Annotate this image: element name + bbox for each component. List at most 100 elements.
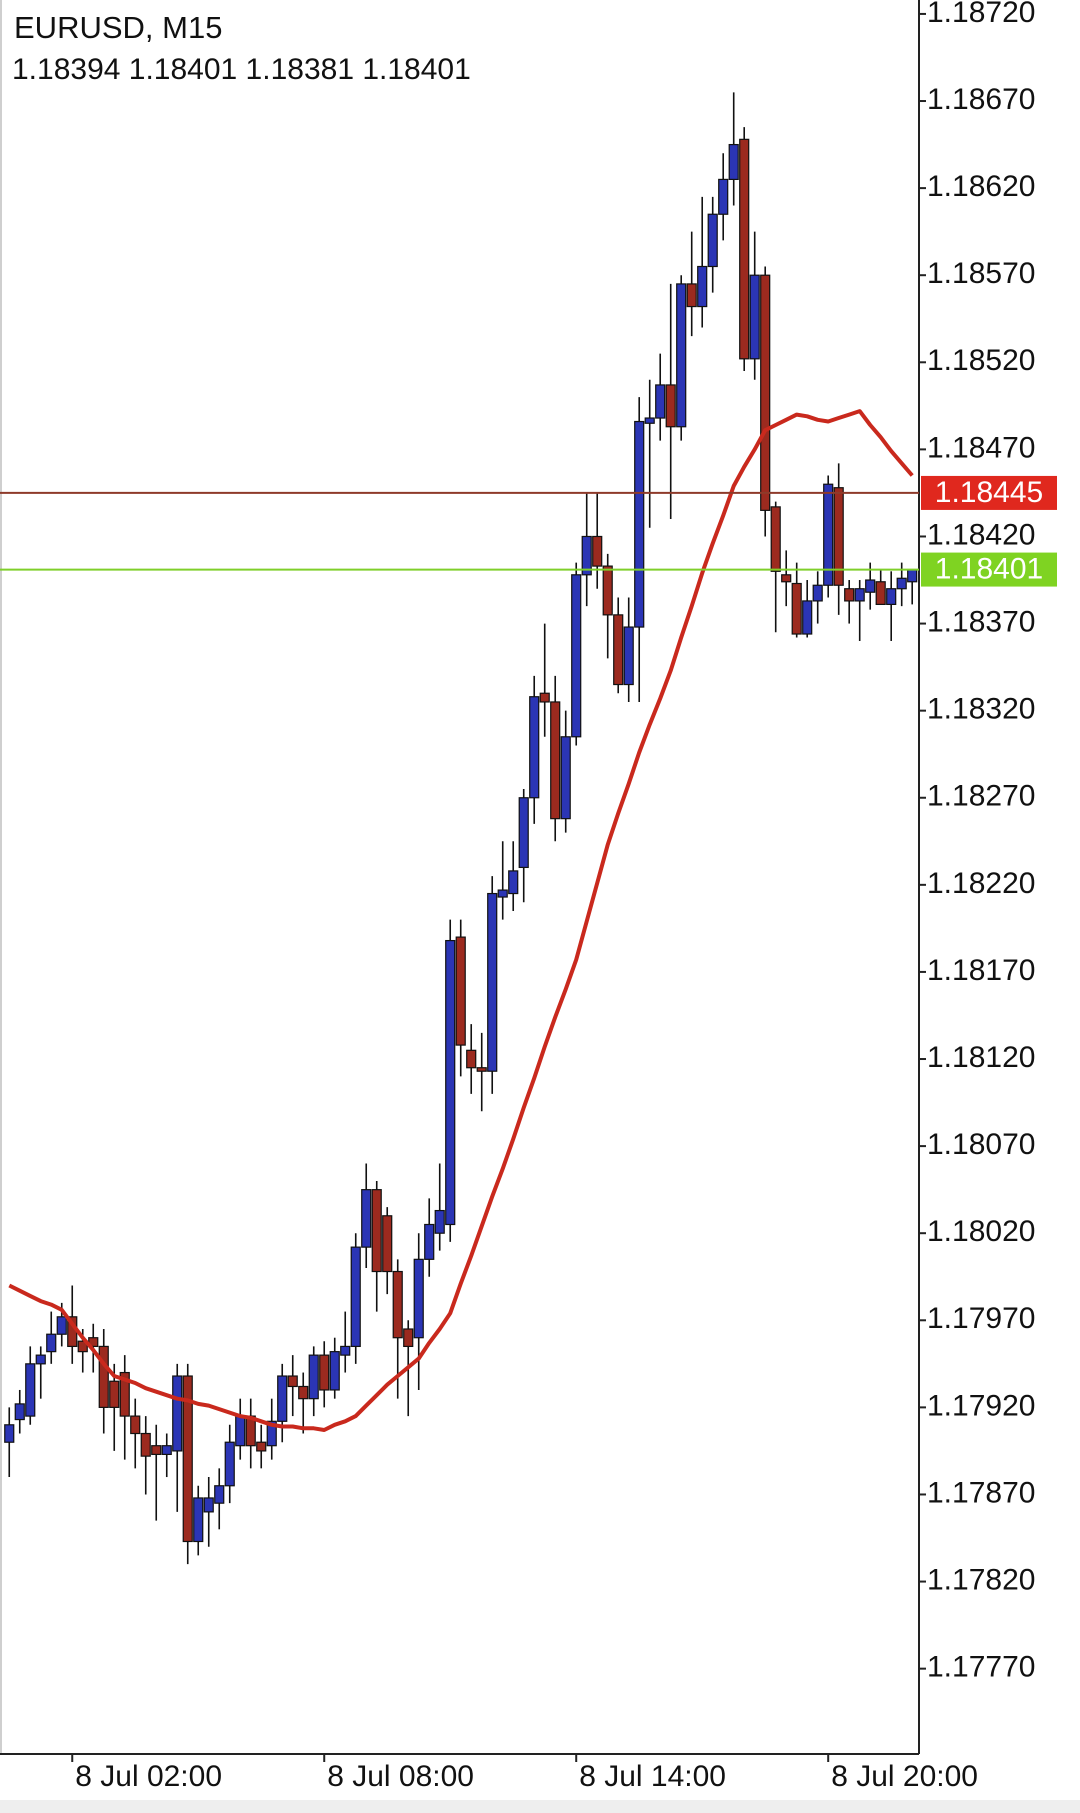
candle-body [172,1375,183,1452]
candle-body [109,1380,120,1408]
y-tick-label: 1.18470 [927,431,1035,464]
price-box-label: 1.18401 [935,552,1043,585]
candle-body [434,1209,445,1234]
candle-body [760,274,771,511]
candle-body [56,1316,67,1335]
y-tick-label: 1.17920 [927,1389,1035,1422]
candle-body [896,577,907,590]
candle-body [140,1432,151,1457]
candle-body [802,600,813,635]
x-tick-label: 8 Jul 02:00 [75,1760,222,1793]
candle-body [329,1351,340,1391]
y-tick-label: 1.18520 [927,344,1035,377]
y-tick-label: 1.18270 [927,780,1035,813]
y-tick-label: 1.18570 [927,257,1035,290]
y-tick-label: 1.18120 [927,1041,1035,1074]
candle-body [350,1246,361,1348]
candle-body [287,1375,298,1388]
candle-body [812,584,823,602]
candle-body [77,1340,88,1353]
candle-body [655,384,666,419]
candle-body [130,1415,141,1435]
y-tick-label: 1.18670 [927,83,1035,116]
x-tick-label: 8 Jul 20:00 [831,1760,978,1793]
candle-body [508,870,519,895]
candle-body [98,1345,109,1408]
candle-body [581,535,592,576]
candle-body [361,1189,372,1248]
candle-body [854,588,865,602]
candle-body [728,143,739,181]
y-tick-label: 1.18020 [927,1215,1035,1248]
candle-body [833,487,844,586]
candle-body [214,1485,225,1504]
candle-body [151,1445,162,1456]
candle-body [739,138,750,360]
y-tick-label: 1.18170 [927,954,1035,987]
x-tick-label: 8 Jul 08:00 [327,1760,474,1793]
candle-body [865,579,876,593]
plot [4,92,918,1565]
candle-body [749,274,760,360]
candle-body [487,892,498,1072]
candle-body [445,939,456,1226]
candle-body [571,574,582,738]
candle-body [256,1441,267,1452]
candle-body [193,1497,204,1543]
candle-body [46,1333,57,1353]
candle-body [35,1354,46,1365]
candle-body [14,1403,25,1421]
candle-body [413,1258,424,1339]
candle-body [298,1385,309,1400]
x-tick-label: 8 Jul 14:00 [579,1760,726,1793]
candle-body [235,1415,246,1447]
candle-body [4,1424,15,1443]
candle-body [907,568,918,583]
price-box-label: 1.18445 [935,476,1043,509]
candle-body [623,626,634,686]
candle-body [392,1270,403,1339]
candle-body [518,797,529,869]
y-tick-label: 1.18070 [927,1128,1035,1161]
y-tick-label: 1.17970 [927,1302,1035,1335]
candle-body [550,701,561,820]
candle-body [476,1067,487,1072]
candle-body [455,936,466,1046]
price-box [921,475,1057,510]
candle-body [613,614,624,686]
candle-body [781,574,792,583]
bottom-strip [0,1800,1080,1813]
candle-body [529,696,540,799]
y-tick-label: 1.18620 [927,170,1035,203]
candle-body [25,1363,36,1417]
candle-body [886,588,897,606]
candle-body [319,1354,330,1391]
y-tick-label: 1.18420 [927,518,1035,551]
candle-body [203,1497,214,1513]
candle-body [371,1189,382,1273]
candle-body [697,265,708,308]
candle-body [676,283,687,428]
candle-body [119,1371,130,1417]
y-tick-label: 1.17870 [927,1476,1035,1509]
candle-body [644,417,655,424]
candle-body [602,565,613,616]
candle-body [707,213,718,268]
candle-body [161,1445,172,1456]
candle-body [791,582,802,635]
candle-body [497,889,508,898]
candle-body [770,506,781,572]
candle-body [182,1375,193,1543]
price-box [921,552,1057,587]
candle-body [382,1215,393,1273]
candle-body [686,283,697,308]
candle-body [277,1375,288,1422]
candle-body [592,535,603,567]
y-tick-label: 1.18220 [927,867,1035,900]
y-tick-label: 1.17820 [927,1563,1035,1596]
candle-body [466,1049,477,1069]
chart-title: EURUSD, M15 [14,10,222,45]
y-tick-label: 1.18370 [927,605,1035,638]
